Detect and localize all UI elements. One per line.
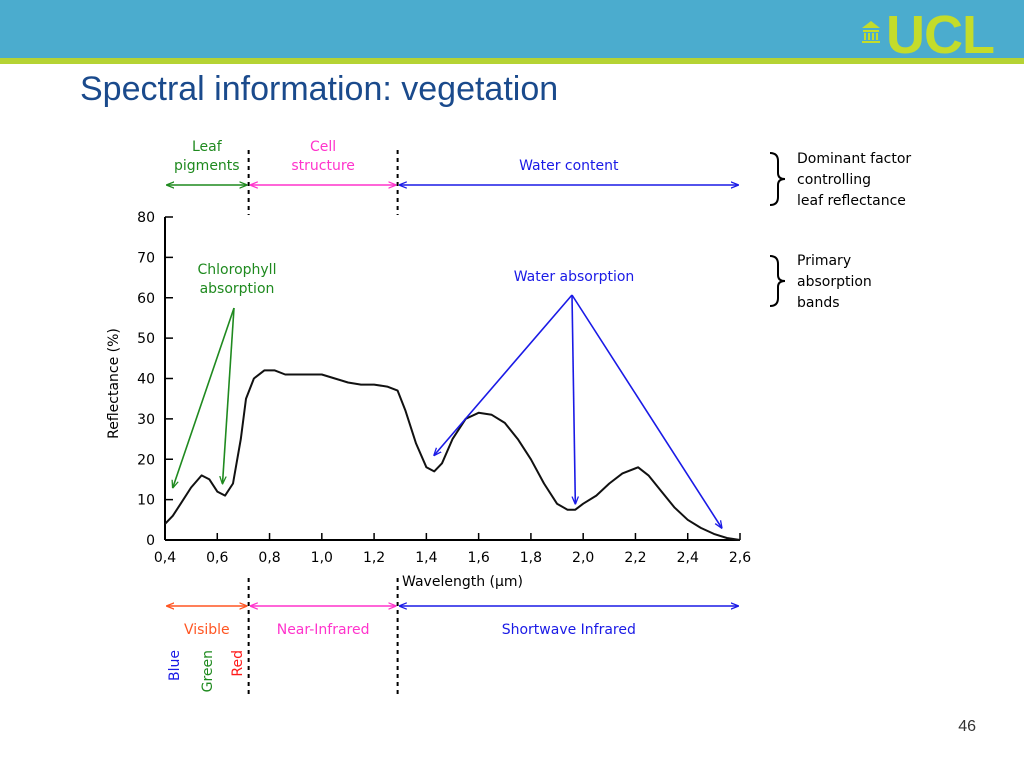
band-label-blue: Blue [167,650,183,681]
ucl-logo: UCL [860,4,995,65]
region-bottom-label: Near-Infrared [277,622,370,638]
annotation-arrow [571,294,575,504]
logo-text: UCL [886,5,995,65]
y-tick-label: 50 [137,331,155,347]
x-tick-label: 1,4 [415,550,437,566]
y-tick-label: 20 [137,452,155,468]
x-tick-label: 0,8 [258,550,280,566]
region-bottom-label: Shortwave Infrared [502,622,636,638]
x-tick-label: 1,2 [363,550,385,566]
legend-brace-absorption [769,255,786,307]
header-accent-line [0,58,1024,64]
annotation-arrow [434,294,573,455]
y-tick-label: 10 [137,493,155,509]
region-top-label: Cell structure [291,139,355,174]
annotation-arrow [223,307,235,483]
y-axis-label: Reflectance (%) [106,328,122,439]
x-tick-label: 0,6 [206,550,228,566]
x-tick-label: 2,6 [729,550,751,566]
reflectance-curve [164,369,741,541]
y-tick-label: 0 [146,533,155,549]
annotation-label: Water absorption [514,269,635,285]
y-tick-label: 60 [137,291,155,307]
x-tick-label: 2,0 [572,550,594,566]
x-tick-label: 1,0 [311,550,333,566]
header-bar [0,0,1024,58]
region-top-label: Water content [519,158,619,174]
region-bottom-label: Visible [184,622,230,638]
page-number: 46 [958,718,976,735]
legend-brace-dominant [769,152,786,206]
portico-icon [862,21,881,43]
x-tick-label: 1,6 [468,550,490,566]
legend-note-absorption: Primary absorption bands [797,253,872,311]
x-tick-label: 0,4 [154,550,176,566]
x-tick-label: 2,4 [677,550,699,566]
x-axis-label: Wavelength (μm) [402,574,523,590]
legend-note-dominant: Dominant factor controlling leaf reflectan… [797,151,911,209]
y-tick-label: 40 [137,372,155,388]
annotation-arrow [173,307,235,488]
page-title: Spectral information: vegetation [80,70,559,108]
annotation-label: Chlorophyll absorption [198,262,277,297]
y-tick-label: 80 [137,210,155,226]
x-tick-label: 2,2 [624,550,646,566]
band-label-green: Green [200,650,216,692]
y-tick-label: 30 [137,412,155,428]
annotation-arrow [571,294,722,528]
region-top-label: Leaf pigments [174,139,240,174]
y-tick-label: 70 [137,250,155,266]
band-label-red: Red [230,650,246,677]
x-tick-label: 1,8 [520,550,542,566]
